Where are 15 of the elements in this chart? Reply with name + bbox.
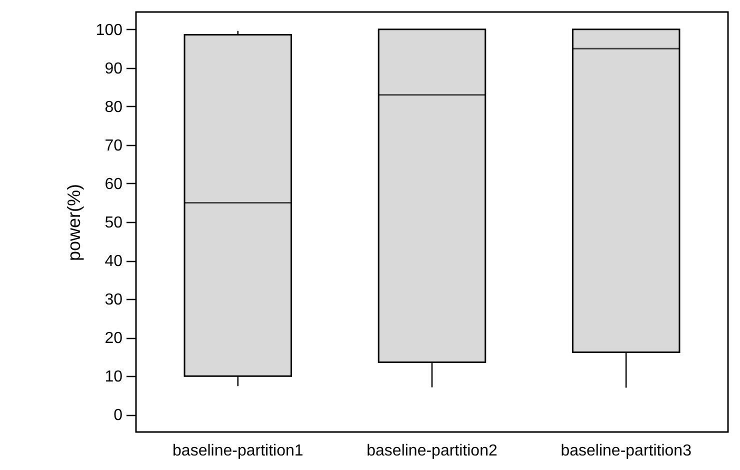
y-tick-label: 60 [104, 176, 123, 193]
x-tick-label: baseline-partition2 [366, 442, 498, 460]
y-axis-title: power(%) [64, 184, 84, 262]
y-tick-label: 50 [104, 214, 123, 232]
y-tick-label: 0 [114, 407, 123, 424]
x-tick-label: baseline-partition1 [172, 442, 304, 460]
y-tick-label: 30 [104, 292, 123, 309]
y-tick-label: 80 [104, 98, 123, 116]
y-tick-label: 10 [104, 368, 123, 386]
y-tick-label: 70 [104, 137, 123, 154]
y-tick-label: 90 [104, 60, 123, 78]
y-tick-label: 100 [96, 22, 123, 39]
x-tick-label: baseline-partition3 [560, 442, 692, 460]
y-tick-label: 40 [104, 253, 123, 270]
y-tick-label: 20 [104, 330, 123, 348]
